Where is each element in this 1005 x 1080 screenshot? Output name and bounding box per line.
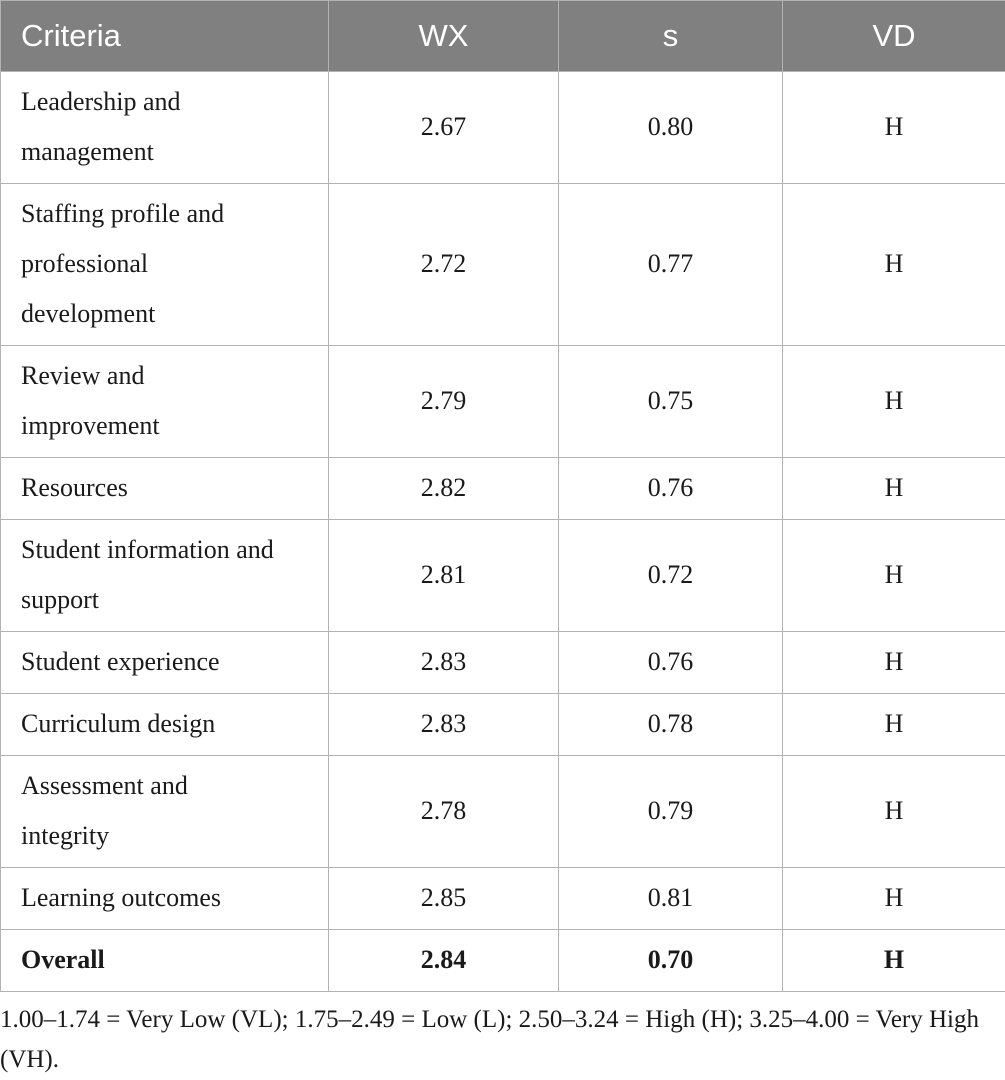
value-cell: H	[783, 458, 1005, 520]
value-cell: H	[783, 694, 1005, 756]
value-cell: 0.72	[559, 520, 783, 632]
criteria-cell: Learning outcomes	[1, 868, 329, 930]
value-cell: 0.75	[559, 346, 783, 458]
value-cell: H	[783, 184, 1005, 346]
table-row: Staffing profile and professional develo…	[1, 184, 1005, 346]
value-cell: H	[783, 346, 1005, 458]
value-cell: 2.83	[329, 632, 559, 694]
value-cell: H	[783, 930, 1005, 992]
criteria-cell: Assessment and integrity	[1, 756, 329, 868]
criteria-cell: Student information and support	[1, 520, 329, 632]
footnote: 1.00–1.74 = Very Low (VL); 1.75–2.49 = L…	[0, 1000, 1005, 1080]
value-cell: 2.67	[329, 72, 559, 184]
header-cell: WX	[329, 1, 559, 72]
criteria-cell: Student experience	[1, 632, 329, 694]
value-cell: 2.81	[329, 520, 559, 632]
criteria-cell: Resources	[1, 458, 329, 520]
value-cell: 2.83	[329, 694, 559, 756]
value-cell: 2.82	[329, 458, 559, 520]
value-cell: 0.76	[559, 458, 783, 520]
criteria-cell: Leadership and management	[1, 72, 329, 184]
value-cell: 0.79	[559, 756, 783, 868]
header-cell: s	[559, 1, 783, 72]
value-cell: 2.79	[329, 346, 559, 458]
criteria-cell: Review and improvement	[1, 346, 329, 458]
value-cell: H	[783, 632, 1005, 694]
value-cell: H	[783, 520, 1005, 632]
criteria-cell: Curriculum design	[1, 694, 329, 756]
value-cell: H	[783, 72, 1005, 184]
value-cell: 2.78	[329, 756, 559, 868]
criteria-cell: Overall	[1, 930, 329, 992]
header-cell: Criteria	[1, 1, 329, 72]
criteria-cell: Staffing profile and professional develo…	[1, 184, 329, 346]
value-cell: 0.81	[559, 868, 783, 930]
value-cell: 2.72	[329, 184, 559, 346]
value-cell: 0.70	[559, 930, 783, 992]
value-cell: 2.84	[329, 930, 559, 992]
value-cell: 0.80	[559, 72, 783, 184]
header-cell: VD	[783, 1, 1005, 72]
value-cell: 0.76	[559, 632, 783, 694]
value-cell: 0.78	[559, 694, 783, 756]
value-cell: 0.77	[559, 184, 783, 346]
value-cell: H	[783, 756, 1005, 868]
value-cell: 2.85	[329, 868, 559, 930]
value-cell: H	[783, 868, 1005, 930]
